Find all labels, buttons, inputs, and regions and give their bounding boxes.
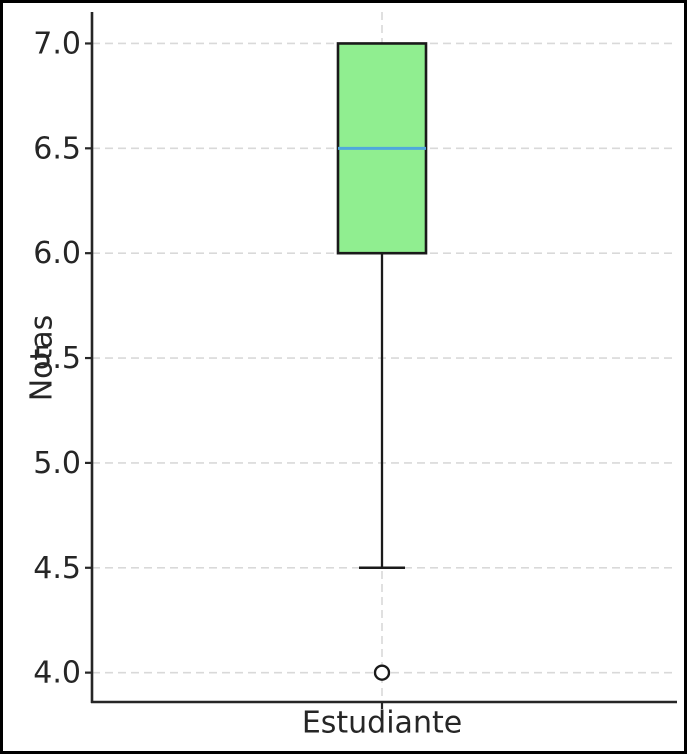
y-tick-label: 5.0	[33, 446, 81, 481]
y-tick-label: 4.5	[33, 551, 81, 586]
y-tick-label: 5.5	[33, 341, 81, 376]
y-axis-label: Notas	[24, 314, 60, 402]
y-tick-label: 6.5	[33, 131, 81, 166]
y-tick-label: 6.0	[33, 236, 81, 271]
outlier-point	[373, 664, 391, 681]
y-tick-label: 7.0	[33, 26, 81, 61]
x-tick-label: Estudiante	[301, 705, 463, 741]
y-tick-label: 4.0	[33, 656, 81, 691]
